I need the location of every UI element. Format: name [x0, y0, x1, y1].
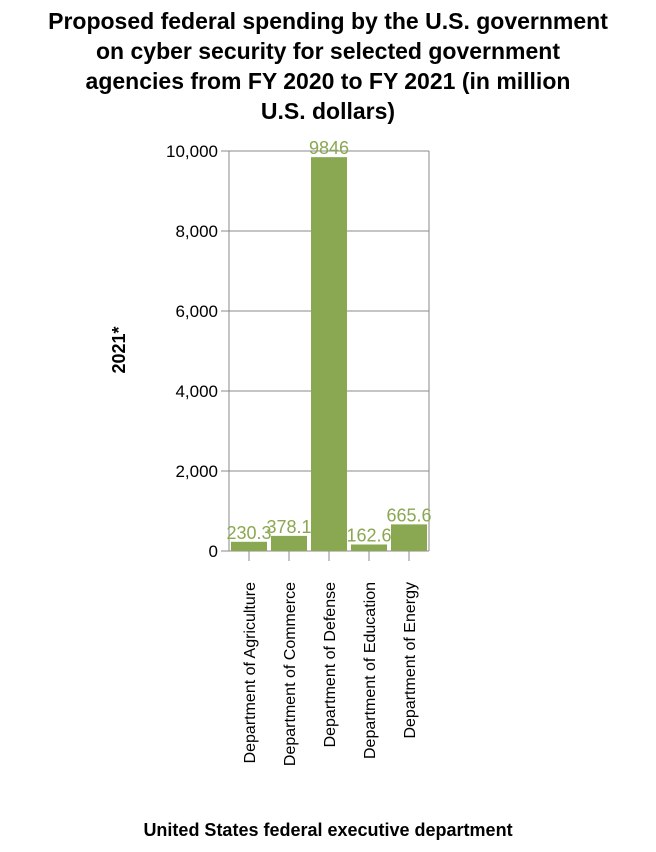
- x-tick-label: Department of Education: [362, 582, 379, 759]
- chart-title-line-4: U.S. dollars): [261, 98, 395, 124]
- x-tick-label: Department of Defense: [322, 582, 339, 748]
- x-tick-label: Department of Commerce: [282, 582, 299, 766]
- data-label: 665.6: [386, 505, 431, 525]
- x-axis-title: United States federal executive departme…: [143, 820, 512, 840]
- chart-title: Proposed federal spending by the U.S. go…: [48, 8, 608, 124]
- y-tick-label: 10,000: [166, 142, 218, 161]
- bar: [391, 524, 427, 551]
- y-tick-label: 8,000: [175, 222, 218, 241]
- y-axis-ticks: 0 2,000 4,000 6,000 8,000 10,000: [166, 142, 218, 561]
- bar: [311, 157, 347, 551]
- y-tick-label: 0: [209, 542, 218, 561]
- bar: [351, 544, 387, 551]
- y-axis-title: 2021*: [109, 326, 129, 373]
- data-label: 9846: [309, 138, 349, 158]
- bar: [271, 535, 307, 551]
- bar: [231, 541, 267, 551]
- data-label: 378.1: [266, 517, 311, 537]
- x-axis-ticks: Department of Agriculture Department of C…: [242, 551, 419, 766]
- chart-title-line-3: agencies from FY 2020 to FY 2021 (in mil…: [86, 68, 571, 94]
- x-tick-label: Department of Agriculture: [242, 582, 259, 764]
- chart-title-line-1: Proposed federal spending by the U.S. go…: [48, 8, 608, 34]
- x-tick-label: Department of Energy: [402, 582, 419, 739]
- bars: [231, 157, 427, 551]
- chart-title-line-2: on cyber security for selected governmen…: [96, 38, 560, 64]
- data-label: 162.6: [346, 525, 391, 545]
- y-tick-label: 2,000: [175, 462, 218, 481]
- data-label: 230.3: [226, 523, 271, 543]
- y-tick-label: 6,000: [175, 302, 218, 321]
- y-tick-label: 4,000: [175, 382, 218, 401]
